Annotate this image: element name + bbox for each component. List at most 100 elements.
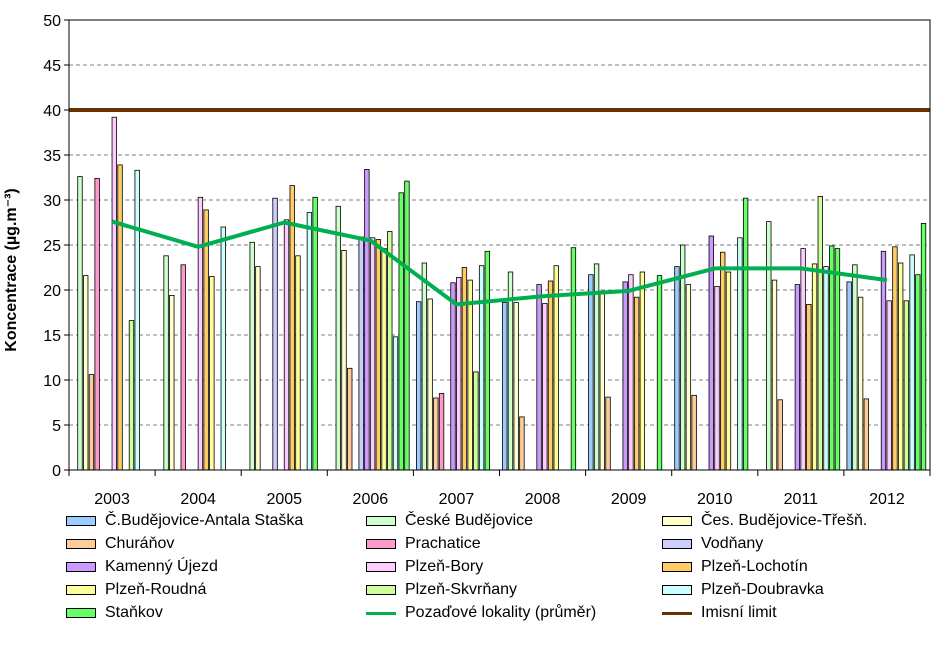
bar: [283, 219, 290, 471]
bar: [656, 275, 663, 471]
bar: [306, 212, 313, 471]
bar: [834, 248, 841, 471]
y-axis-label: Koncentrace (µg.m⁻³): [3, 188, 20, 351]
legend-swatch: [366, 562, 396, 572]
legend-label: Plzeň-Doubravka: [701, 581, 824, 598]
legend-item: Plzeň-Doubravka: [662, 579, 824, 601]
bar: [358, 236, 364, 471]
bar: [777, 399, 783, 471]
bar: [415, 301, 422, 471]
x-tick-label: 2004: [180, 491, 216, 508]
bar: [83, 275, 89, 471]
x-tick-label: 2010: [697, 491, 733, 508]
bar: [169, 294, 175, 471]
legend-label: Čes. Budějovice-Třešň.: [701, 512, 868, 529]
legend-item: Imisní limit: [662, 602, 777, 624]
legend-swatch: [66, 562, 96, 572]
bar: [203, 209, 209, 471]
bar: [209, 276, 215, 471]
bar: [433, 397, 439, 471]
y-tick-label: 25: [43, 238, 61, 255]
bar: [77, 176, 83, 471]
y-tick-label: 5: [52, 418, 61, 435]
bar: [737, 237, 743, 471]
legend-item: Kamenný Újezd: [66, 556, 218, 578]
bar: [909, 254, 915, 471]
bar: [381, 248, 387, 471]
x-tick-label: 2005: [266, 491, 302, 508]
bar: [542, 303, 548, 471]
legend-label: Plzeň-Lochotín: [701, 558, 808, 575]
bar: [519, 416, 525, 471]
bar: [886, 300, 892, 471]
bar: [811, 263, 818, 471]
bar: [369, 237, 376, 471]
bar: [249, 241, 255, 471]
bar: [622, 281, 628, 471]
y-tick-label: 0: [52, 463, 61, 480]
bar: [714, 285, 720, 471]
legend-item: Vodňany: [662, 533, 763, 555]
legend-item: Plzeň-Bory: [366, 556, 483, 578]
legend-swatch: [366, 516, 396, 526]
bar: [180, 264, 186, 471]
bar: [94, 177, 100, 471]
bar: [375, 239, 381, 471]
bar: [920, 222, 927, 471]
bar: [128, 320, 135, 471]
bar: [88, 374, 95, 471]
legend-item: Plzeň-Lochotín: [662, 556, 808, 578]
bar: [633, 296, 640, 471]
legend-item: Prachatice: [366, 533, 481, 555]
legend-swatch: [66, 539, 96, 549]
bar: [461, 267, 468, 471]
bar: [547, 280, 554, 471]
bar: [484, 250, 490, 471]
bar: [570, 247, 577, 471]
legend-item: Staňkov: [66, 602, 163, 624]
legend-label: Č.Budějovice-Antala Staška: [105, 512, 304, 529]
x-tick-label: 2009: [611, 491, 647, 508]
bar: [467, 279, 473, 471]
bar: [507, 271, 514, 471]
bar: [387, 231, 393, 471]
bar: [823, 266, 829, 471]
legend-item: Churáňov: [66, 533, 174, 555]
bar: [915, 274, 921, 471]
series-lines: [69, 108, 930, 307]
legend-label: Staňkov: [105, 604, 163, 621]
legend-item: Č.Budějovice-Antala Staška: [66, 510, 303, 532]
bar: [897, 262, 904, 471]
legend-item: České Budějovice: [366, 510, 533, 532]
bar: [117, 164, 123, 471]
bar: [111, 116, 117, 471]
legend-label: Imisní limit: [701, 604, 777, 621]
legend-line-swatch: [366, 611, 396, 615]
bar: [639, 271, 646, 471]
bar: [863, 398, 869, 471]
legend-swatch: [662, 516, 692, 526]
bar: [272, 197, 278, 471]
x-tick-label: 2007: [439, 491, 475, 508]
legend-label: Plzeň-Skvrňany: [405, 581, 518, 598]
y-tick-label: 30: [43, 193, 61, 210]
bar: [794, 284, 801, 471]
bar: [599, 290, 605, 471]
x-tick-label: 2012: [869, 491, 905, 508]
legend-label: Plzeň-Roudná: [105, 581, 207, 598]
legend-item: Plzeň-Roudná: [66, 579, 206, 601]
y-tick-label: 20: [43, 283, 61, 300]
bar: [806, 303, 812, 471]
bar: [685, 284, 692, 471]
legend-label: Vodňany: [701, 535, 764, 552]
bar: [880, 250, 887, 471]
bar: [404, 180, 410, 471]
axes: [64, 19, 931, 476]
legend-item: Plzeň-Skvrňany: [366, 579, 517, 601]
bar: [335, 205, 341, 471]
bar: [691, 394, 697, 471]
tick-labels: 0 5 10 15 20 25 30 35 40 45 50 2003 2004 2005 2006 2007…: [43, 13, 905, 508]
bar: [720, 251, 726, 471]
bar: [766, 221, 772, 471]
bar: [674, 266, 680, 471]
